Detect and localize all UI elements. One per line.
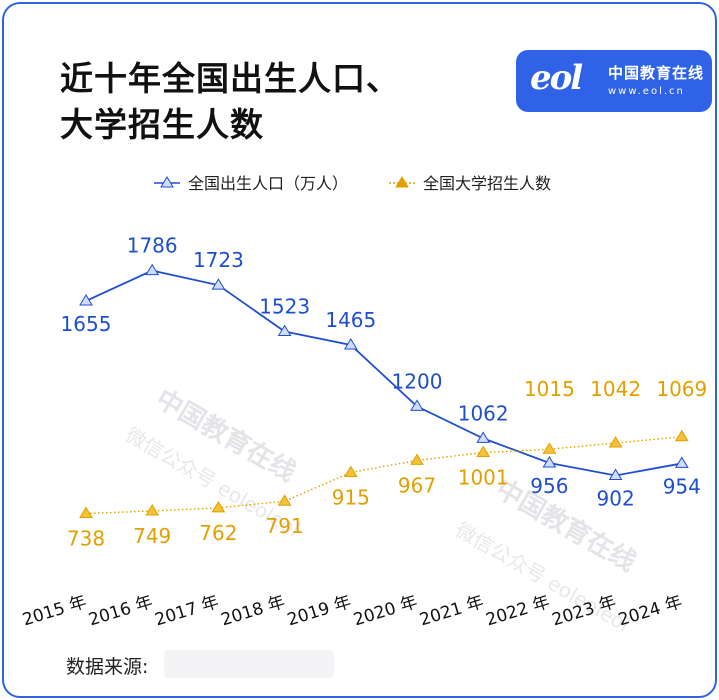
data-point xyxy=(674,456,689,468)
data-point xyxy=(79,293,93,306)
data-point xyxy=(145,263,160,276)
x-tick-label: 2019 年 xyxy=(285,592,354,630)
data-label: 1001 xyxy=(458,466,509,490)
legend-item: 全国出生人口（万人） xyxy=(154,174,348,193)
x-tick-label: 2020 年 xyxy=(351,592,420,630)
data-point xyxy=(343,465,358,477)
title-line-1: 近十年全国出生人口、 xyxy=(60,59,400,98)
legend-label: 全国出生人口（万人） xyxy=(188,174,348,193)
legend-item: 全国大学招生人数 xyxy=(389,174,551,193)
data-label: 1200 xyxy=(392,369,443,393)
data-point xyxy=(608,436,623,448)
data-point xyxy=(542,442,557,454)
data-label: 1069 xyxy=(656,377,707,401)
legend-label: 全国大学招生人数 xyxy=(423,174,551,193)
data-source-redacted xyxy=(164,650,334,678)
data-label: 954 xyxy=(663,474,701,498)
x-tick-label: 2022 年 xyxy=(484,592,553,630)
data-label: 1042 xyxy=(590,377,641,401)
legend-marker xyxy=(160,176,174,188)
data-point xyxy=(608,468,623,480)
data-point xyxy=(145,503,160,516)
data-source-label: 数据来源: xyxy=(66,656,149,678)
x-tick-label: 2016 年 xyxy=(86,592,155,630)
data-label: 1723 xyxy=(193,248,244,272)
data-label: 1015 xyxy=(524,377,575,401)
data-point xyxy=(410,399,424,411)
data-label: 1786 xyxy=(127,234,178,258)
data-label: 749 xyxy=(133,524,171,548)
data-label: 967 xyxy=(398,473,436,497)
data-label: 738 xyxy=(67,527,105,551)
data-point xyxy=(277,324,292,337)
x-tick-label: 2017 年 xyxy=(153,592,222,630)
x-tick-label: 2021 年 xyxy=(417,592,486,630)
data-label: 915 xyxy=(332,485,370,509)
title-line-2: 大学招生人数 xyxy=(60,105,264,144)
data-label: 1655 xyxy=(61,312,112,336)
legend-marker xyxy=(395,176,409,188)
series-line xyxy=(85,269,682,477)
data-point xyxy=(211,278,226,290)
logo-cn-name: 中国教育在线 xyxy=(608,64,705,82)
data-point xyxy=(277,494,292,506)
data-point xyxy=(476,431,491,443)
data-label: 956 xyxy=(530,474,568,498)
x-tick-label: 2024 年 xyxy=(616,592,685,630)
data-point xyxy=(79,506,93,518)
x-tick-label: 2018 年 xyxy=(219,592,288,630)
data-label: 762 xyxy=(199,521,237,545)
data-label: 902 xyxy=(597,486,635,510)
logo-url: www.eol.cn xyxy=(608,86,685,97)
data-point xyxy=(542,455,557,468)
data-point xyxy=(211,500,226,513)
data-point xyxy=(343,338,358,350)
logo-mark: eol xyxy=(530,58,583,98)
data-point xyxy=(410,453,424,465)
data-point xyxy=(674,429,689,442)
data-label: 1465 xyxy=(325,308,376,332)
x-tick-label: 2015 年 xyxy=(20,592,89,630)
data-label: 1062 xyxy=(458,401,509,425)
series-line xyxy=(85,436,682,515)
data-label: 1523 xyxy=(259,295,310,319)
data-label: 791 xyxy=(266,514,304,538)
chart-title: 近十年全国出生人口、 大学招生人数 xyxy=(60,56,400,148)
data-point xyxy=(476,445,491,458)
eol-logo: eol 中国教育在线 www.eol.cn xyxy=(516,50,712,112)
